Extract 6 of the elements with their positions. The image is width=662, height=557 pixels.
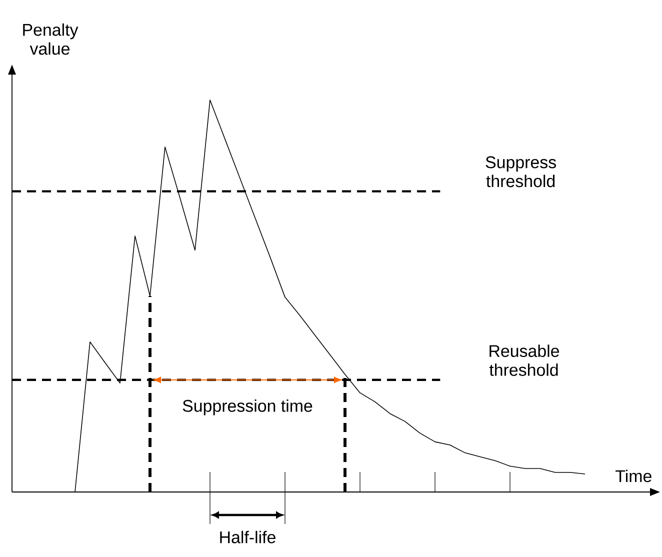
annotation: Suppression time bbox=[182, 399, 312, 416]
x-axis-title: Time bbox=[616, 470, 652, 482]
ref-line-label: Reusable threshold bbox=[489, 344, 560, 376]
text: Half-life bbox=[220, 530, 276, 544]
ref-line-label: Suppress threshold bbox=[486, 156, 556, 188]
y-axis-title: Penalty value bbox=[23, 23, 78, 55]
